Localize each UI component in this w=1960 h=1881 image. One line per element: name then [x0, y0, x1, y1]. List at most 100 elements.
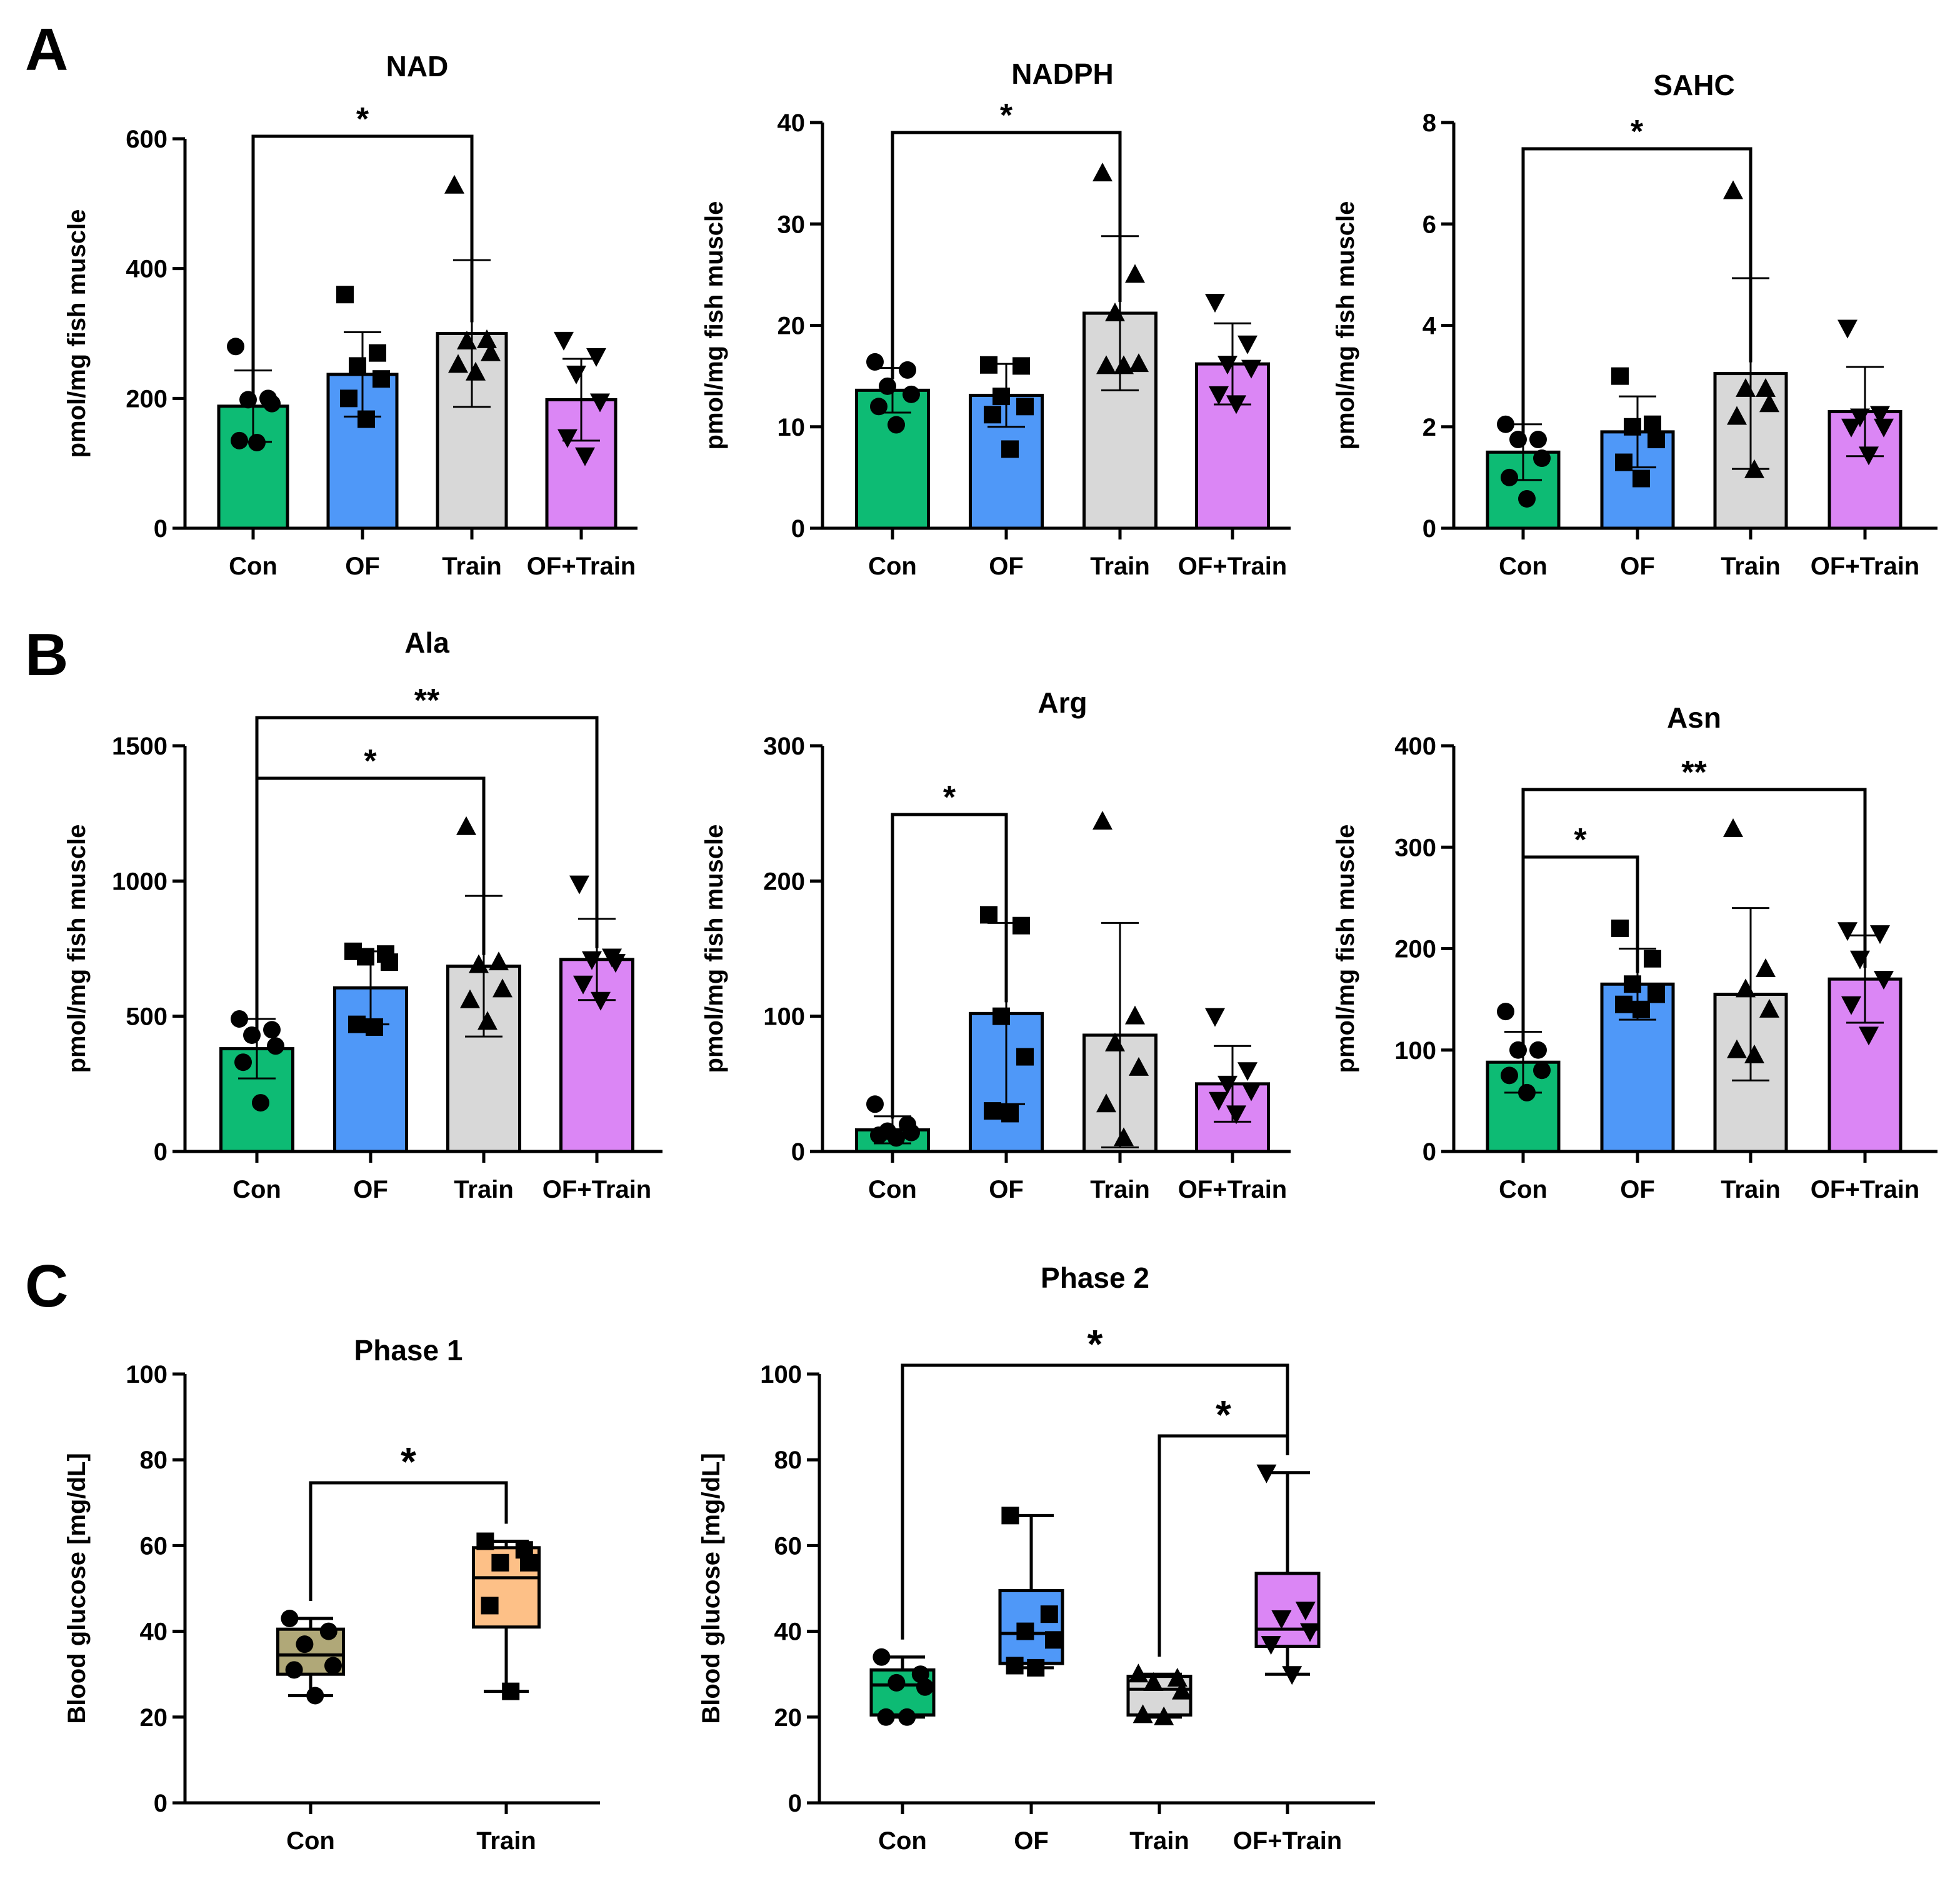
- data-point: [520, 1553, 538, 1572]
- data-point: [1125, 264, 1145, 283]
- x-tick-label: Train: [454, 1176, 514, 1203]
- data-point: [1615, 453, 1632, 471]
- data-point: [239, 391, 257, 409]
- chart-a2: NADPH pmol/mg fish muscle 0 10 20 30 40 Con OF Tr…: [701, 58, 1291, 580]
- y-tick-label: 500: [126, 1003, 168, 1031]
- data-point: [1850, 408, 1870, 428]
- data-point: [1092, 811, 1112, 830]
- data-point: [1143, 1672, 1164, 1691]
- data-point: [984, 406, 1001, 424]
- x-tick-label: OF+Train: [527, 553, 636, 580]
- y-tick-label: 200: [126, 385, 168, 413]
- data-point: [1012, 357, 1030, 375]
- chart-title: NAD: [386, 50, 449, 83]
- x-tick-label: Con: [868, 553, 917, 580]
- data-point: [1045, 1631, 1062, 1649]
- significance-label: *: [943, 780, 956, 816]
- data-point: [489, 951, 509, 971]
- data-point: [566, 365, 586, 384]
- data-point: [1859, 1026, 1879, 1046]
- data-point: [1611, 367, 1629, 385]
- data-point: [1092, 163, 1112, 182]
- x-tick-label: Train: [1721, 553, 1781, 580]
- x-tick-label: OF+Train: [542, 1176, 652, 1203]
- data-point: [1850, 950, 1870, 970]
- y-tick-label: 0: [154, 1138, 168, 1166]
- panel-label-C: C: [25, 1253, 68, 1320]
- y-tick-label: 100: [126, 1361, 168, 1388]
- data-point: [1226, 395, 1246, 414]
- data-point: [1838, 922, 1858, 941]
- data-point: [992, 388, 1010, 406]
- data-point: [879, 377, 896, 395]
- data-point: [1271, 1610, 1292, 1630]
- data-point: [1016, 1622, 1034, 1640]
- data-point: [606, 954, 626, 973]
- significance-label: *: [1216, 1392, 1231, 1437]
- data-point: [1533, 449, 1551, 468]
- y-tick-label: 200: [1394, 936, 1436, 963]
- data-point: [1001, 1507, 1019, 1525]
- significance-bracket: [901, 1363, 1289, 1640]
- y-tick-label: 0: [791, 515, 805, 543]
- chart-c1: Phase 1 Blood glucose [mg/dL] 0 20 40 60 80 100…: [63, 1334, 600, 1855]
- data-point: [586, 348, 606, 367]
- data-point: [1501, 468, 1518, 486]
- significance-label: **: [1681, 755, 1707, 791]
- data-point: [1001, 1105, 1019, 1123]
- data-point: [888, 416, 905, 434]
- y-tick-label: 20: [140, 1704, 168, 1732]
- data-point: [888, 1673, 906, 1692]
- significance-label: *: [1088, 1322, 1103, 1367]
- data-point: [1518, 1083, 1536, 1101]
- data-point: [1870, 406, 1890, 425]
- data-point: [1238, 1062, 1258, 1081]
- chart-b1: Ala pmol/mg fish muscle 0 500 1000 1500 Con OF T…: [63, 626, 662, 1203]
- data-point: [1624, 418, 1641, 436]
- significance-label: *: [1574, 822, 1587, 858]
- significance-bracket: [309, 1481, 508, 1602]
- data-point: [1648, 985, 1665, 1003]
- chart-b3: Asn pmol/mg fish muscle 0 100 200 300 400 Con OF…: [1332, 701, 1938, 1203]
- data-point: [381, 953, 398, 971]
- data-point: [582, 951, 602, 970]
- data-point: [1012, 916, 1030, 935]
- y-axis-label: pmol/mg fish muscle: [701, 201, 728, 450]
- y-tick-label: 6: [1422, 211, 1436, 238]
- x-tick-label: OF: [1014, 1827, 1049, 1855]
- y-tick-label: 2: [1422, 414, 1436, 441]
- data-point: [444, 174, 464, 194]
- data-point: [1756, 958, 1776, 977]
- data-point: [1744, 1044, 1764, 1063]
- chart-a1: NAD pmol/mg fish muscle 0 200 400 600 Con OF Tra…: [63, 50, 638, 580]
- x-tick-label: Train: [442, 553, 502, 580]
- y-tick-label: 1500: [112, 733, 168, 760]
- chart-title: Ala: [404, 626, 449, 659]
- y-tick-label: 0: [788, 1790, 802, 1817]
- bar-of-train: [545, 398, 618, 530]
- y-tick-label: 100: [760, 1361, 802, 1388]
- x-tick-label: OF+Train: [1233, 1827, 1342, 1855]
- data-point: [866, 353, 884, 371]
- data-point: [281, 1610, 299, 1628]
- x-tick-label: OF: [989, 1176, 1024, 1203]
- y-tick-label: 0: [791, 1138, 805, 1166]
- data-point: [1533, 1061, 1551, 1080]
- data-point: [448, 354, 468, 373]
- data-point: [591, 991, 611, 1011]
- data-point: [1632, 1000, 1650, 1018]
- y-tick-label: 300: [1394, 834, 1436, 861]
- chart-title: Arg: [1038, 686, 1087, 719]
- significance-label: **: [414, 683, 440, 719]
- data-point: [1727, 1039, 1747, 1058]
- data-point: [877, 1708, 895, 1726]
- data-point: [1114, 355, 1134, 374]
- x-tick-label: OF+Train: [1178, 1176, 1288, 1203]
- data-point: [481, 342, 501, 361]
- y-axis-label: pmol/mg fish muscle: [63, 825, 91, 1073]
- y-tick-label: 0: [154, 1790, 168, 1817]
- data-point: [234, 1053, 252, 1071]
- data-point: [1727, 406, 1747, 425]
- data-point: [899, 361, 916, 379]
